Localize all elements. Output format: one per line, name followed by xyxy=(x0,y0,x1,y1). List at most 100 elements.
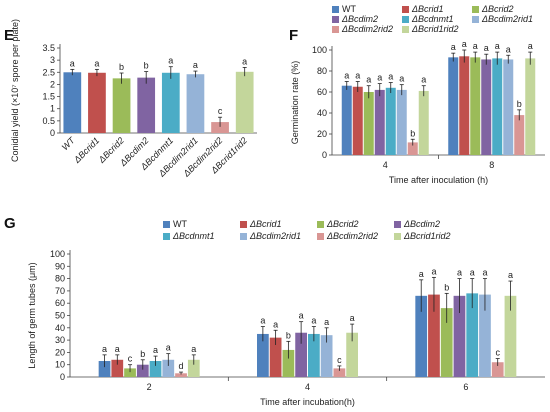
bar xyxy=(514,115,525,155)
significance-letter: b xyxy=(119,62,124,72)
y-tick-label: 0.5 xyxy=(42,116,55,126)
bar xyxy=(282,349,295,377)
y-tick-label: 100 xyxy=(312,45,327,55)
legend-swatch xyxy=(240,221,247,228)
y-tick-label: 80 xyxy=(55,274,65,284)
bar xyxy=(466,293,479,377)
legend-label: ΔBcdim2rid1 xyxy=(481,14,533,24)
y-axis-title: Length of germ tubes (μm) xyxy=(27,262,37,368)
bar xyxy=(479,294,491,377)
significance-letter: a xyxy=(473,41,478,51)
significance-letter: a xyxy=(355,71,360,81)
significance-letter: a xyxy=(350,313,355,323)
bar xyxy=(491,362,504,377)
panel-e-conidial-yield-chart: 0 0.5 1 1.5 2 2.5 3 3.5 Conidial yield (×10⁷ spo… xyxy=(10,19,257,179)
x-category-label: ΔBcrid1 xyxy=(71,135,101,165)
y-tick-label: 100 xyxy=(50,249,65,259)
significance-letter: a xyxy=(495,41,500,51)
significance-letter: a xyxy=(431,266,436,276)
significance-letter: a xyxy=(115,344,120,354)
bar xyxy=(98,361,111,377)
y-tick-label: 50 xyxy=(55,311,65,321)
x-category-label: 6 xyxy=(463,382,468,392)
bar xyxy=(136,364,149,377)
y-tick-label: 10 xyxy=(55,360,65,370)
bar xyxy=(428,294,440,377)
bar xyxy=(161,72,180,133)
bar xyxy=(211,122,229,133)
legend-swatch xyxy=(394,233,401,240)
legend-swatch xyxy=(472,6,479,13)
significance-letter: a xyxy=(484,43,489,53)
bar xyxy=(448,57,459,155)
x-category-label: 4 xyxy=(305,382,310,392)
bar xyxy=(352,86,363,155)
significance-letter: a xyxy=(377,73,382,83)
legend-label: ΔBcrid1 xyxy=(249,219,282,229)
legend-swatch xyxy=(332,6,339,13)
bar xyxy=(175,373,187,377)
legend-swatch xyxy=(317,221,324,228)
legend-label: WT xyxy=(173,219,187,229)
significance-letter: a xyxy=(153,345,158,355)
significance-letter: b xyxy=(410,128,415,138)
legend-swatch xyxy=(332,26,339,33)
panel-letter-e: E xyxy=(4,27,14,44)
y-axis-title: Germination rate (%) xyxy=(290,61,300,145)
y-tick-label: 40 xyxy=(317,108,327,118)
y-tick-label: 60 xyxy=(317,87,327,97)
y-tick-label: 80 xyxy=(317,66,327,76)
panel-letter-g: G xyxy=(4,215,16,232)
bar xyxy=(363,92,374,155)
bar xyxy=(481,59,492,156)
y-tick-label: 60 xyxy=(55,298,65,308)
bar xyxy=(453,295,466,377)
significance-letter: c xyxy=(218,106,223,116)
legend-swatch xyxy=(332,16,339,23)
significance-letter: b xyxy=(444,282,449,292)
panel-g-germ-tube-length-chart: WT ΔBcrid1 ΔBcrid2 ΔBcdim2 ΔBcdnmt1 ΔBcdim2ri… xyxy=(27,219,545,407)
legend-label: ΔBcrid1rid2 xyxy=(403,231,451,241)
legend-label: ΔBcrid2 xyxy=(326,219,359,229)
x-category-label: 2 xyxy=(147,382,152,392)
y-tick-label: 2.5 xyxy=(42,67,55,77)
bar xyxy=(504,295,517,377)
bar xyxy=(492,58,503,155)
y-tick-label: 3.5 xyxy=(42,43,55,53)
significance-letter: a xyxy=(388,72,393,82)
bar xyxy=(396,89,407,155)
legend-swatch xyxy=(402,16,409,23)
bar xyxy=(333,368,346,377)
y-tick-label: 3 xyxy=(50,55,55,65)
legend-swatch xyxy=(402,6,409,13)
significance-letter: a xyxy=(506,44,511,54)
bar xyxy=(112,78,131,133)
bar xyxy=(88,72,106,133)
significance-letter: a xyxy=(421,75,426,85)
bar xyxy=(459,56,470,155)
significance-letter: a xyxy=(508,270,513,280)
bar xyxy=(407,142,418,155)
x-axis-title: Time after inoculation (h) xyxy=(389,175,488,185)
bar xyxy=(187,359,200,377)
bar xyxy=(295,332,307,377)
significance-letter: a xyxy=(94,58,99,68)
legend-swatch xyxy=(394,221,401,228)
legend-swatch xyxy=(163,233,170,240)
y-tick-label: 1 xyxy=(50,104,55,114)
significance-letter: a xyxy=(260,316,265,326)
significance-letter: a xyxy=(193,60,198,70)
significance-letter: a xyxy=(344,71,349,81)
y-tick-label: 90 xyxy=(55,261,65,271)
y-tick-label: 2 xyxy=(50,79,55,89)
x-category-label: WT xyxy=(60,134,78,152)
legend-swatch xyxy=(317,233,324,240)
legend-label: ΔBcrid2 xyxy=(481,4,514,14)
bar xyxy=(111,359,124,377)
legend-swatch xyxy=(402,26,409,33)
legend-label: ΔBcdim2 xyxy=(341,14,378,24)
bar xyxy=(440,308,453,377)
bar xyxy=(137,77,156,133)
y-tick-label: 20 xyxy=(317,129,327,139)
